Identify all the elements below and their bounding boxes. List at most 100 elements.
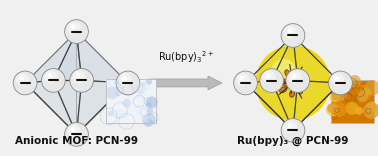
Polygon shape — [76, 32, 128, 83]
Polygon shape — [246, 80, 293, 130]
Circle shape — [116, 91, 121, 97]
Polygon shape — [25, 80, 76, 134]
Circle shape — [140, 81, 149, 91]
Circle shape — [44, 71, 57, 84]
Circle shape — [362, 82, 370, 91]
Circle shape — [260, 69, 284, 93]
Circle shape — [291, 73, 297, 79]
Ellipse shape — [291, 75, 295, 81]
Circle shape — [65, 20, 88, 43]
Circle shape — [286, 69, 310, 93]
Circle shape — [107, 80, 115, 89]
Ellipse shape — [280, 87, 287, 93]
Circle shape — [367, 102, 378, 113]
Circle shape — [289, 79, 294, 84]
Polygon shape — [293, 80, 341, 130]
Circle shape — [287, 123, 292, 129]
Ellipse shape — [298, 76, 306, 81]
Circle shape — [135, 84, 145, 94]
Circle shape — [363, 88, 371, 96]
Circle shape — [122, 76, 127, 81]
Circle shape — [234, 71, 257, 95]
Circle shape — [290, 80, 293, 82]
Circle shape — [112, 112, 116, 117]
Ellipse shape — [294, 68, 300, 75]
Polygon shape — [53, 80, 82, 134]
Circle shape — [143, 118, 152, 127]
Circle shape — [284, 121, 297, 134]
Circle shape — [146, 102, 152, 108]
Polygon shape — [76, 80, 128, 134]
Circle shape — [331, 73, 344, 86]
Circle shape — [353, 96, 359, 102]
Circle shape — [326, 103, 339, 116]
Polygon shape — [25, 32, 76, 83]
Circle shape — [262, 71, 276, 84]
Circle shape — [70, 68, 93, 92]
Ellipse shape — [283, 82, 289, 86]
Circle shape — [146, 96, 158, 108]
Polygon shape — [246, 36, 293, 83]
Circle shape — [70, 24, 76, 30]
Circle shape — [106, 86, 119, 99]
Circle shape — [105, 80, 111, 85]
Polygon shape — [293, 36, 341, 130]
FancyBboxPatch shape — [106, 79, 156, 123]
Ellipse shape — [280, 79, 287, 84]
Polygon shape — [272, 80, 298, 130]
Circle shape — [65, 122, 88, 146]
FancyBboxPatch shape — [330, 80, 374, 123]
Circle shape — [328, 71, 352, 95]
Circle shape — [114, 109, 125, 120]
Circle shape — [73, 71, 85, 84]
Text: Ru(bpy)₃ @ PCN-99: Ru(bpy)₃ @ PCN-99 — [237, 136, 349, 146]
Circle shape — [70, 127, 76, 132]
Text: Ru(bpy)$_3$$^{2+}$: Ru(bpy)$_3$$^{2+}$ — [158, 49, 214, 65]
Circle shape — [349, 75, 361, 87]
Circle shape — [116, 79, 122, 85]
Ellipse shape — [296, 80, 302, 84]
Circle shape — [42, 68, 65, 92]
Circle shape — [117, 109, 129, 121]
Circle shape — [354, 85, 372, 102]
Circle shape — [288, 71, 302, 84]
Circle shape — [256, 46, 330, 120]
Circle shape — [328, 76, 341, 89]
Ellipse shape — [290, 90, 294, 97]
Circle shape — [116, 71, 140, 95]
Circle shape — [146, 78, 152, 85]
Circle shape — [331, 86, 347, 102]
Text: Anionic MOF: PCN-99: Anionic MOF: PCN-99 — [15, 136, 138, 146]
Circle shape — [119, 73, 132, 86]
Circle shape — [330, 86, 342, 98]
Circle shape — [107, 111, 113, 116]
Circle shape — [355, 107, 363, 115]
Circle shape — [327, 103, 337, 113]
Circle shape — [239, 76, 245, 81]
FancyArrow shape — [151, 76, 222, 90]
Circle shape — [134, 104, 145, 115]
Polygon shape — [25, 32, 76, 134]
Circle shape — [265, 73, 271, 79]
Circle shape — [330, 92, 340, 102]
Circle shape — [281, 119, 305, 142]
Polygon shape — [76, 32, 128, 134]
Circle shape — [364, 80, 378, 96]
Ellipse shape — [298, 81, 305, 86]
Circle shape — [136, 92, 144, 100]
Ellipse shape — [296, 87, 302, 94]
Circle shape — [287, 28, 292, 34]
Circle shape — [67, 22, 81, 35]
Circle shape — [340, 83, 350, 93]
Circle shape — [284, 26, 297, 39]
Circle shape — [147, 107, 153, 114]
Circle shape — [142, 114, 150, 122]
Circle shape — [47, 73, 53, 78]
Polygon shape — [246, 36, 293, 130]
Circle shape — [271, 59, 297, 85]
Ellipse shape — [293, 86, 297, 91]
Circle shape — [122, 99, 131, 107]
Polygon shape — [53, 32, 82, 80]
Circle shape — [141, 82, 145, 86]
Circle shape — [142, 113, 155, 126]
